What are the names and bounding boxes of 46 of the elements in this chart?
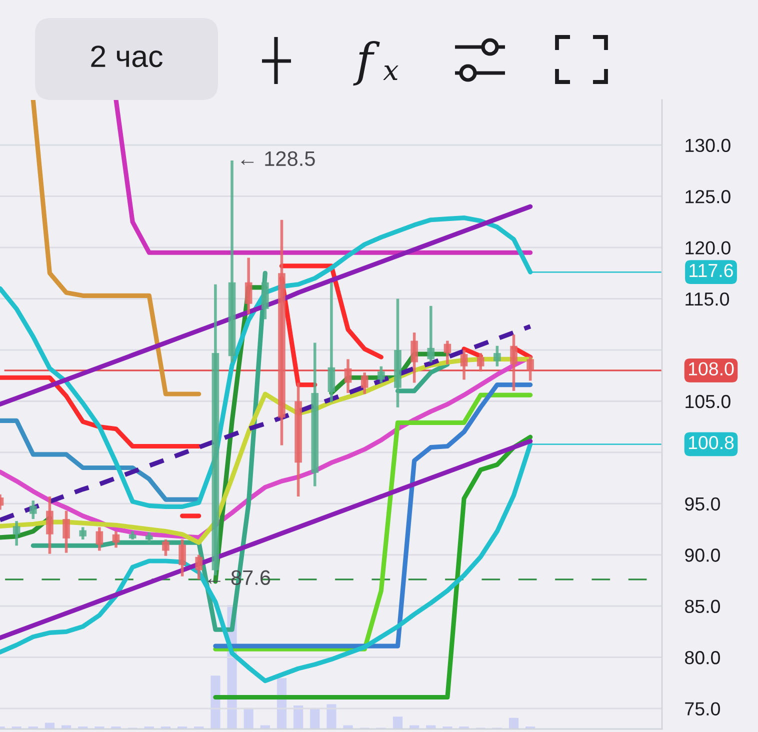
ref-line-label: 100.8 — [688, 436, 734, 450]
candlestick — [510, 333, 518, 392]
line-series — [0, 324, 533, 522]
y-tick-label: 130.0 — [686, 138, 730, 152]
candlestick — [162, 538, 170, 558]
candlestick — [195, 553, 203, 581]
candlestick — [476, 352, 484, 373]
candlestick — [62, 509, 70, 554]
line-series — [30, 100, 202, 396]
y-tick-label: 95.0 — [685, 497, 720, 511]
candlestick — [378, 364, 385, 384]
candlestick — [244, 256, 252, 316]
line-series — [0, 438, 533, 640]
candlestick — [30, 499, 37, 520]
candlestick — [444, 339, 452, 366]
ref-line-label: 108.0 — [688, 362, 734, 376]
y-tick-label: 120.0 — [686, 241, 730, 254]
y-tick-label: 90.0 — [685, 548, 720, 562]
candlestick — [344, 358, 352, 394]
bar — [326, 704, 336, 729]
candlestick — [427, 304, 435, 364]
candlestick — [178, 538, 186, 578]
candlestick — [494, 344, 501, 368]
text: 2 час — [91, 46, 163, 68]
candlestick — [460, 348, 468, 382]
text: ← 128.5 — [241, 151, 315, 166]
candlestick — [96, 526, 104, 552]
line-series — [0, 418, 202, 502]
candlestick — [410, 331, 418, 384]
line-series — [0, 204, 533, 407]
candlestick — [46, 495, 54, 556]
y-tick-label: 115.0 — [686, 292, 730, 306]
y-tick-label: 80.0 — [685, 650, 720, 664]
y-tick-label: 85.0 — [685, 600, 720, 614]
y-tick-label: 75.0 — [685, 702, 720, 716]
candlestick — [146, 530, 153, 544]
candlestick — [526, 354, 534, 382]
y-tick-label: 125.0 — [686, 190, 730, 204]
ref-line-label: 117.6 — [690, 264, 733, 278]
candlestick — [360, 371, 368, 396]
bar — [392, 716, 403, 729]
candlestick — [12, 520, 20, 548]
bar — [508, 718, 519, 729]
y-tick-label: 105.0 — [686, 394, 730, 408]
candlestick — [112, 530, 120, 550]
candlestick — [79, 526, 87, 541]
